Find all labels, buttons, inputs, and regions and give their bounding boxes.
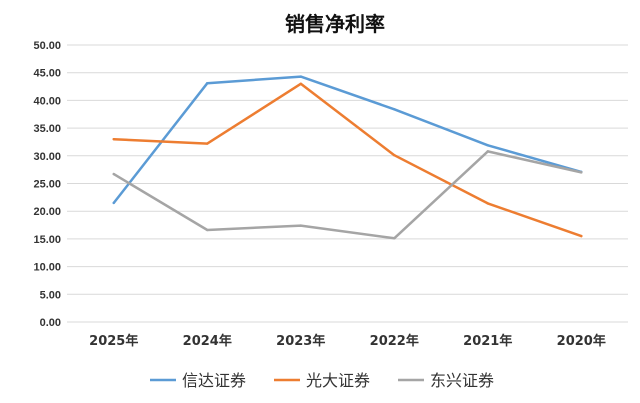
y-tick-label: 25.00 — [33, 179, 61, 191]
legend-label: 东兴证券 — [430, 371, 494, 390]
data-point — [393, 108, 396, 111]
legend: 信达证券 光大证券 东兴证券 — [150, 371, 494, 390]
data-point — [299, 75, 302, 78]
data-point — [206, 228, 209, 232]
y-tick-label: 30.00 — [33, 151, 61, 163]
data-point — [299, 224, 302, 227]
data-point — [206, 142, 209, 145]
data-point — [299, 82, 302, 85]
y-tick-label: 40.00 — [33, 95, 61, 107]
x-tick-label: 2024年 — [183, 333, 232, 349]
y-axis-ticks: 0.00 5.00 10.00 15.00 20.00 25.00 30.00 35.00 40… — [33, 40, 61, 329]
y-tick-label: 0.00 — [40, 317, 61, 329]
legend-label: 光大证券 — [306, 371, 370, 390]
x-tick-label: 2021年 — [463, 333, 512, 349]
x-tick-label: 2020年 — [557, 333, 606, 349]
data-point — [112, 201, 115, 205]
series-line-0 — [112, 75, 583, 205]
data-point — [580, 171, 583, 174]
x-tick-label: 2023年 — [276, 333, 325, 349]
y-tick-label: 35.00 — [33, 123, 61, 135]
grid-layer — [67, 44, 628, 323]
y-tick-label: 10.00 — [33, 262, 61, 274]
y-tick-label: 5.00 — [40, 289, 61, 301]
data-point — [580, 234, 583, 238]
series-line-2 — [112, 150, 583, 240]
data-point — [112, 137, 115, 141]
data-point — [486, 144, 489, 147]
series-layer — [112, 75, 583, 240]
y-tick-label: 20.00 — [33, 206, 61, 218]
series-line-1 — [112, 82, 583, 238]
y-tick-label: 15.00 — [33, 234, 61, 246]
legend-label: 信达证券 — [182, 371, 246, 390]
x-tick-label: 2022年 — [370, 333, 419, 349]
y-tick-label: 50.00 — [33, 40, 61, 52]
x-axis-ticks: 2025年 2024年 2023年 2022年 2021年 2020年 — [89, 333, 606, 349]
y-tick-label: 45.00 — [33, 68, 61, 80]
chart-title: 销售净利率 — [285, 12, 385, 36]
data-point — [206, 82, 209, 85]
data-point — [486, 202, 489, 205]
x-tick-label: 2025年 — [89, 333, 138, 349]
data-point — [393, 237, 396, 240]
data-point — [112, 172, 115, 176]
data-point — [486, 150, 489, 153]
data-point — [393, 154, 396, 157]
